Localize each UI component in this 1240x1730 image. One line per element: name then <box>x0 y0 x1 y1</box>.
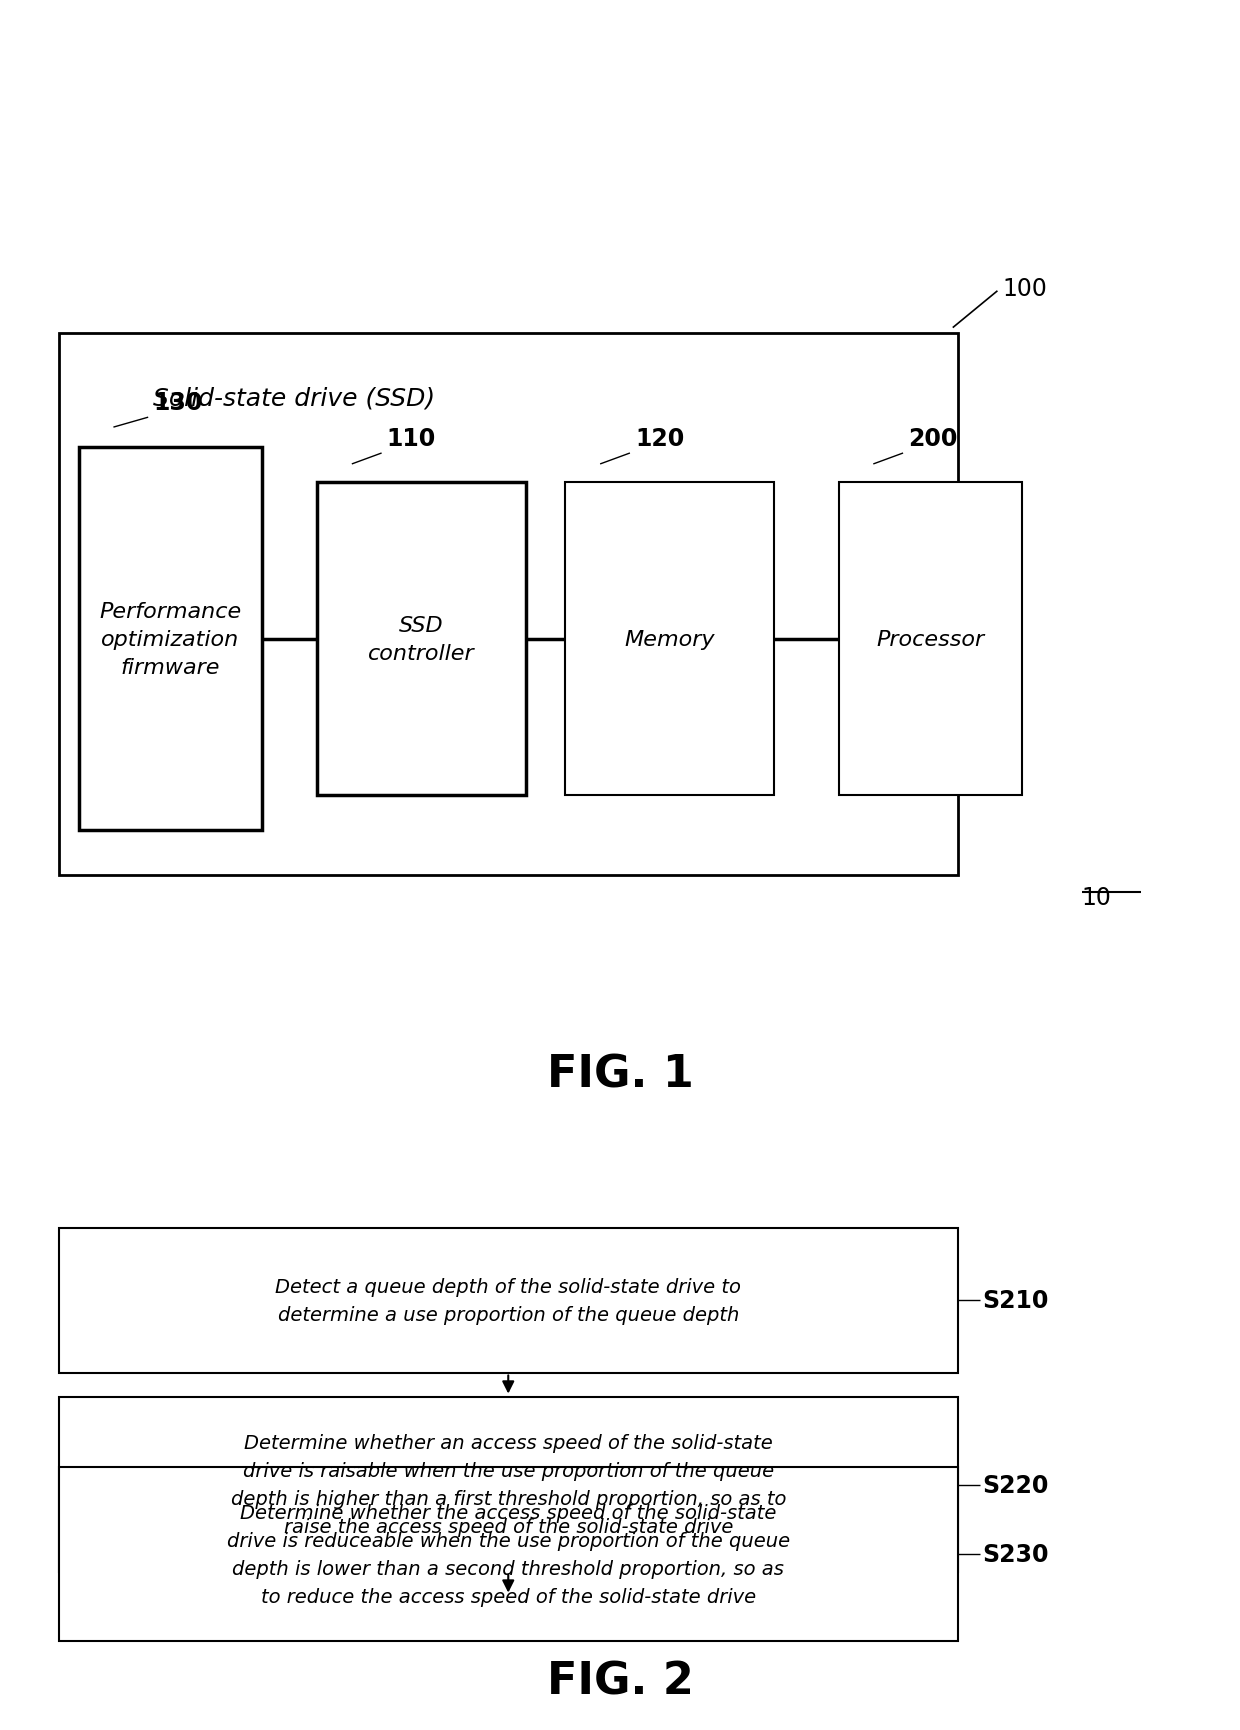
Text: SSD
controller: SSD controller <box>368 616 475 663</box>
Text: Solid-state drive (SSD): Solid-state drive (SSD) <box>154 386 435 410</box>
Text: 110: 110 <box>387 427 435 452</box>
Text: Determine whether an access speed of the solid-state
drive is raisable when the : Determine whether an access speed of the… <box>231 1432 786 1536</box>
Text: Memory: Memory <box>625 630 715 649</box>
Text: S230: S230 <box>982 1541 1049 1566</box>
Text: Processor: Processor <box>877 630 985 649</box>
Bar <box>838 483 1022 796</box>
Text: Performance
optimization
firmware: Performance optimization firmware <box>99 602 242 676</box>
Text: S220: S220 <box>982 1472 1049 1496</box>
Text: FIG. 2: FIG. 2 <box>547 1659 693 1702</box>
Bar <box>317 483 526 796</box>
Text: Detect a queue depth of the solid-state drive to
determine a use proportion of t: Detect a queue depth of the solid-state … <box>275 1277 742 1323</box>
Text: 120: 120 <box>635 427 684 452</box>
Text: 10: 10 <box>1081 886 1112 910</box>
Text: 100: 100 <box>1002 277 1048 301</box>
Bar <box>565 483 774 796</box>
Text: S210: S210 <box>982 1289 1049 1313</box>
Text: Determine whether the access speed of the solid-state
drive is reduceable when t: Determine whether the access speed of th… <box>227 1503 790 1605</box>
Bar <box>58 1467 957 1642</box>
Text: 200: 200 <box>908 427 957 452</box>
Bar <box>58 334 957 875</box>
Text: 130: 130 <box>154 391 202 415</box>
Text: FIG. 1: FIG. 1 <box>547 1054 693 1095</box>
Bar <box>58 1398 957 1571</box>
Bar <box>58 1228 957 1372</box>
Bar <box>78 448 263 830</box>
